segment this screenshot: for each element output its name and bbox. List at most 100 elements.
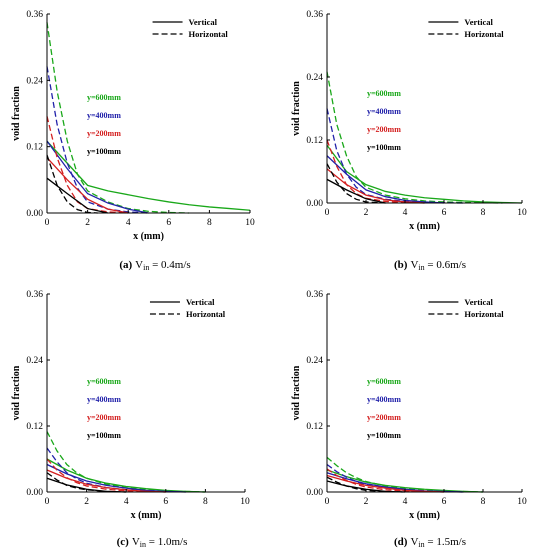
series-line bbox=[326, 155, 445, 204]
x-tick-label: 2 bbox=[364, 497, 369, 507]
x-tick-label: 8 bbox=[203, 497, 208, 507]
series-line bbox=[326, 108, 464, 204]
level-label: y=400mm bbox=[87, 395, 121, 404]
level-label: y=200mm bbox=[367, 125, 401, 134]
y-axis-label: void fraction bbox=[291, 365, 302, 420]
y-tick-label: 0.24 bbox=[26, 76, 43, 86]
x-tick-label: 10 bbox=[240, 497, 250, 507]
y-tick-label: 0.00 bbox=[26, 209, 43, 219]
y-tick-label: 0.36 bbox=[26, 290, 43, 300]
caption-variable: V bbox=[410, 536, 418, 548]
level-label: y=100mm bbox=[87, 431, 121, 440]
caption-subscript: in bbox=[418, 263, 424, 272]
x-tick-label: 4 bbox=[126, 218, 131, 228]
x-tick-label: 8 bbox=[481, 497, 486, 507]
level-label: y=600mm bbox=[367, 89, 401, 98]
level-label: y=100mm bbox=[367, 431, 401, 440]
x-tick-label: 4 bbox=[403, 497, 408, 507]
series-line bbox=[46, 140, 149, 214]
level-label: y=400mm bbox=[87, 111, 121, 120]
series-line bbox=[46, 140, 251, 211]
caption-value: = 0.6m/s bbox=[425, 259, 466, 271]
x-tick-label: 6 bbox=[163, 497, 168, 507]
series-line bbox=[326, 71, 503, 204]
x-tick-label: 10 bbox=[517, 497, 527, 507]
y-tick-label: 0.12 bbox=[26, 422, 43, 432]
caption-letter: (b) bbox=[394, 259, 408, 271]
chart-panel: 0 2 4 6 8 10 0.00 0.12 0.24 0.36 x (mm) void fracti… bbox=[291, 10, 527, 272]
y-axis-label: void fraction bbox=[11, 365, 22, 420]
x-tick-label: 8 bbox=[481, 208, 486, 218]
series-line bbox=[46, 66, 149, 214]
series-line bbox=[326, 178, 386, 204]
x-tick-label: 6 bbox=[442, 208, 447, 218]
x-tick-label: 0 bbox=[325, 208, 330, 218]
x-tick-label: 2 bbox=[84, 497, 89, 507]
y-tick-label: 0.36 bbox=[26, 10, 43, 20]
legend-label: Vertical bbox=[464, 297, 493, 307]
chart-panel: 0 2 4 6 8 10 0.00 0.12 0.24 0.36 x (mm) void fracti… bbox=[291, 290, 527, 549]
y-tick-label: 0.12 bbox=[306, 422, 323, 432]
legend-label: Horizontal bbox=[464, 309, 504, 319]
legend-label: Vertical bbox=[464, 17, 493, 27]
caption-subscript: in bbox=[418, 540, 424, 549]
level-label: y=600mm bbox=[367, 377, 401, 386]
level-label: y=100mm bbox=[367, 143, 401, 152]
level-label: y=600mm bbox=[87, 93, 121, 102]
y-tick-label: 0.36 bbox=[306, 290, 323, 300]
x-tick-label: 10 bbox=[245, 218, 255, 228]
legend-label: Horizontal bbox=[189, 29, 229, 39]
legend-label: Horizontal bbox=[464, 29, 504, 39]
y-tick-label: 0.00 bbox=[306, 199, 323, 209]
chart-panel: 0 2 4 6 8 10 0.00 0.12 0.24 0.36 x (mm) void fracti… bbox=[11, 290, 250, 549]
x-tick-label: 0 bbox=[45, 218, 50, 228]
y-tick-label: 0.12 bbox=[306, 136, 323, 146]
y-tick-label: 0.12 bbox=[26, 143, 43, 153]
panel-caption: (d) Vin = 1.5m/s bbox=[394, 536, 466, 549]
panel-caption: (a) Vin = 0.4m/s bbox=[119, 259, 190, 272]
caption-letter: (a) bbox=[119, 259, 132, 271]
legend-label: Horizontal bbox=[186, 309, 226, 319]
x-tick-label: 6 bbox=[442, 497, 447, 507]
x-axis-label: x (mm) bbox=[133, 231, 164, 242]
series-line bbox=[46, 157, 129, 214]
series-line bbox=[326, 476, 406, 493]
series-line bbox=[326, 468, 445, 493]
series-line bbox=[46, 431, 206, 493]
panel-caption: (c) Vin = 1.0m/s bbox=[117, 536, 188, 549]
series-line bbox=[326, 163, 386, 204]
x-tick-label: 10 bbox=[517, 208, 527, 218]
x-tick-label: 4 bbox=[403, 208, 408, 218]
chart-panel: 0 2 4 6 8 10 0.00 0.12 0.24 0.36 x (mm) void fracti… bbox=[11, 10, 255, 272]
x-tick-label: 6 bbox=[166, 218, 171, 228]
caption-value: = 1.0m/s bbox=[146, 536, 187, 548]
series-line bbox=[46, 458, 166, 493]
caption-variable: V bbox=[132, 536, 140, 548]
level-label: y=200mm bbox=[87, 413, 121, 422]
caption-letter: (d) bbox=[394, 536, 408, 548]
y-axis-label: void fraction bbox=[11, 86, 22, 141]
legend-label: Vertical bbox=[189, 17, 218, 27]
x-tick-label: 2 bbox=[85, 218, 90, 228]
caption-subscript: in bbox=[143, 263, 149, 272]
level-label: y=400mm bbox=[367, 107, 401, 116]
x-tick-label: 2 bbox=[364, 208, 369, 218]
caption-letter: (c) bbox=[117, 536, 130, 548]
caption-subscript: in bbox=[140, 540, 146, 549]
x-axis-label: x (mm) bbox=[131, 510, 162, 521]
level-label: y=200mm bbox=[87, 129, 121, 138]
x-axis-label: x (mm) bbox=[409, 221, 440, 232]
y-tick-label: 0.00 bbox=[306, 488, 323, 498]
series-line bbox=[46, 116, 129, 214]
y-tick-label: 0.36 bbox=[306, 10, 323, 20]
caption-value: = 1.5m/s bbox=[425, 536, 466, 548]
y-tick-label: 0.24 bbox=[306, 356, 323, 366]
level-label: y=100mm bbox=[87, 147, 121, 156]
series-line bbox=[326, 144, 523, 204]
x-tick-label: 4 bbox=[124, 497, 129, 507]
level-label: y=600mm bbox=[87, 377, 121, 386]
level-label: y=400mm bbox=[367, 395, 401, 404]
y-tick-label: 0.00 bbox=[26, 488, 43, 498]
x-tick-label: 0 bbox=[325, 497, 330, 507]
